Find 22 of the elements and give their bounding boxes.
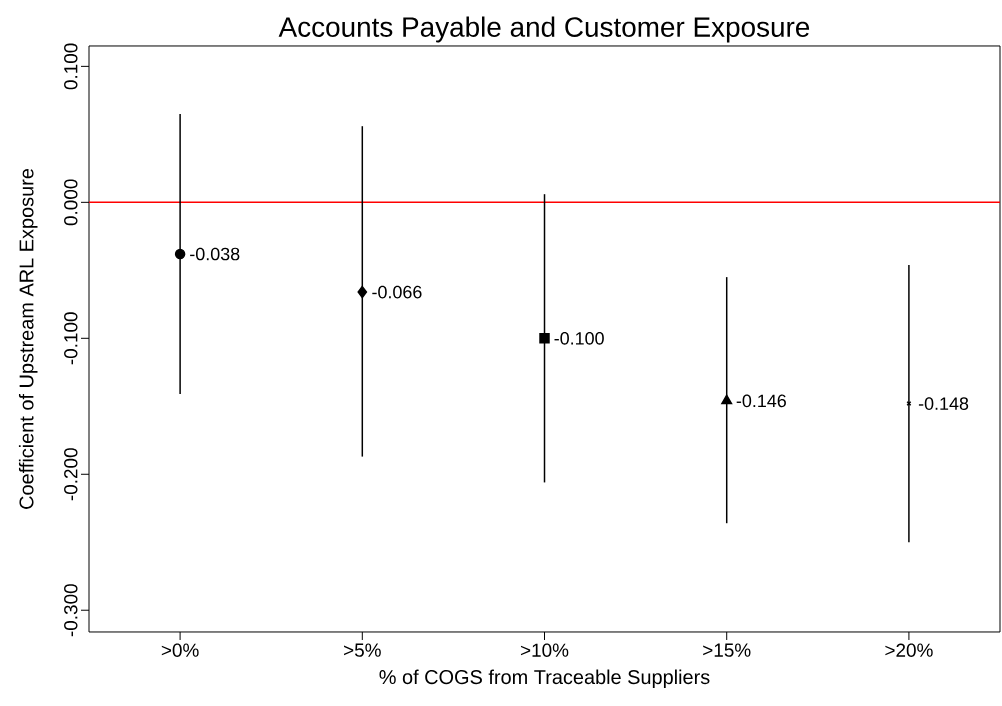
data-label: -0.066 (372, 285, 422, 299)
chart-title: Accounts Payable and Customer Exposure (278, 16, 810, 43)
data-label: -0.100 (554, 331, 604, 345)
y-tick-label: 0.100 (64, 43, 78, 90)
x-tick-label: >15% (703, 643, 751, 657)
x-tick-label: >10% (520, 643, 569, 657)
data-label: -0.038 (190, 247, 240, 261)
x-axis-title: % of COGS from Traceable Suppliers (379, 669, 710, 689)
x-tick-label: >20% (885, 643, 933, 657)
x-tick-label: >0% (161, 643, 199, 657)
point (174, 248, 186, 260)
data-label: -0.148 (918, 397, 969, 410)
x-tick-label: >5% (344, 643, 381, 657)
point (357, 285, 368, 299)
y-tick-label: -0.200 (64, 448, 78, 501)
y-tick-label: -0.100 (64, 312, 78, 365)
y-axis-title: Coefficient of Upstream ARL Exposure (18, 169, 38, 509)
point (721, 394, 733, 405)
y-tick-label: 0.000 (64, 179, 78, 226)
point (539, 333, 550, 344)
y-tick-label: -0.300 (64, 584, 78, 637)
data-label: -0.146 (736, 394, 786, 408)
